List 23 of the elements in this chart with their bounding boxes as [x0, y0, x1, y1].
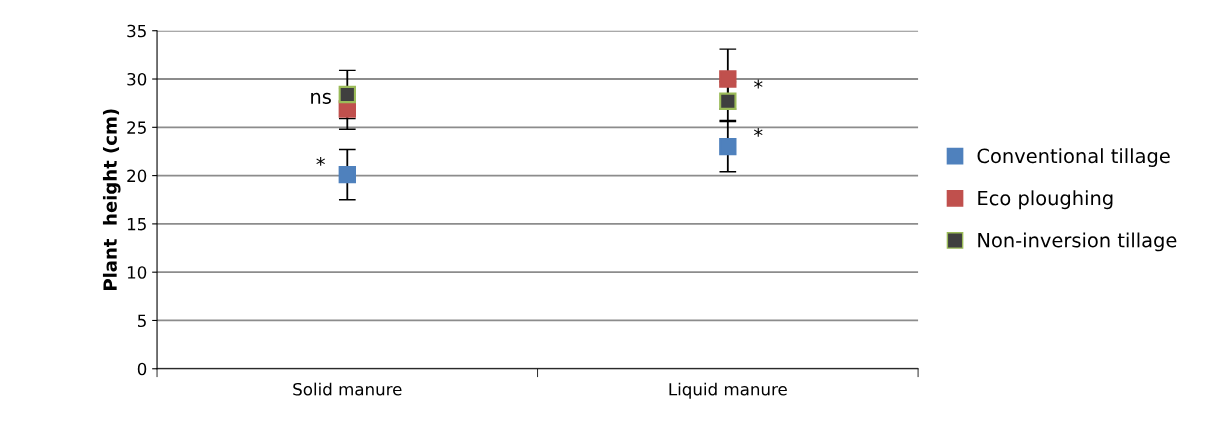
y-tick-label: 0: [137, 362, 147, 376]
point: [719, 70, 737, 88]
y-tick-label: 25: [127, 121, 146, 134]
y-tick-label: 10: [127, 266, 147, 279]
y-tick-label: 15: [127, 218, 146, 231]
y-axis-title: Plant height (cm): [102, 109, 121, 290]
annotation: ns: [311, 92, 331, 104]
y-tick-label: 5: [138, 314, 146, 328]
legend-label: Eco ploughing: [978, 190, 1113, 210]
annotation: *: [753, 127, 763, 137]
point: [338, 85, 356, 104]
y-tick-label: 20: [127, 169, 147, 183]
y-tick-label: 35: [127, 24, 146, 38]
x-tick-label: Solid manure: [293, 382, 402, 396]
annotation: *: [316, 156, 325, 166]
point: [719, 92, 737, 110]
point: [719, 137, 737, 156]
legend-label: Non-inversion tillage: [978, 232, 1177, 252]
x-tick-label: Liquid manure: [669, 382, 787, 399]
point: [338, 165, 356, 184]
legend-label: Conventional tillage: [977, 148, 1170, 167]
y-tick-label: 30: [127, 72, 147, 86]
annotation: *: [753, 79, 763, 89]
